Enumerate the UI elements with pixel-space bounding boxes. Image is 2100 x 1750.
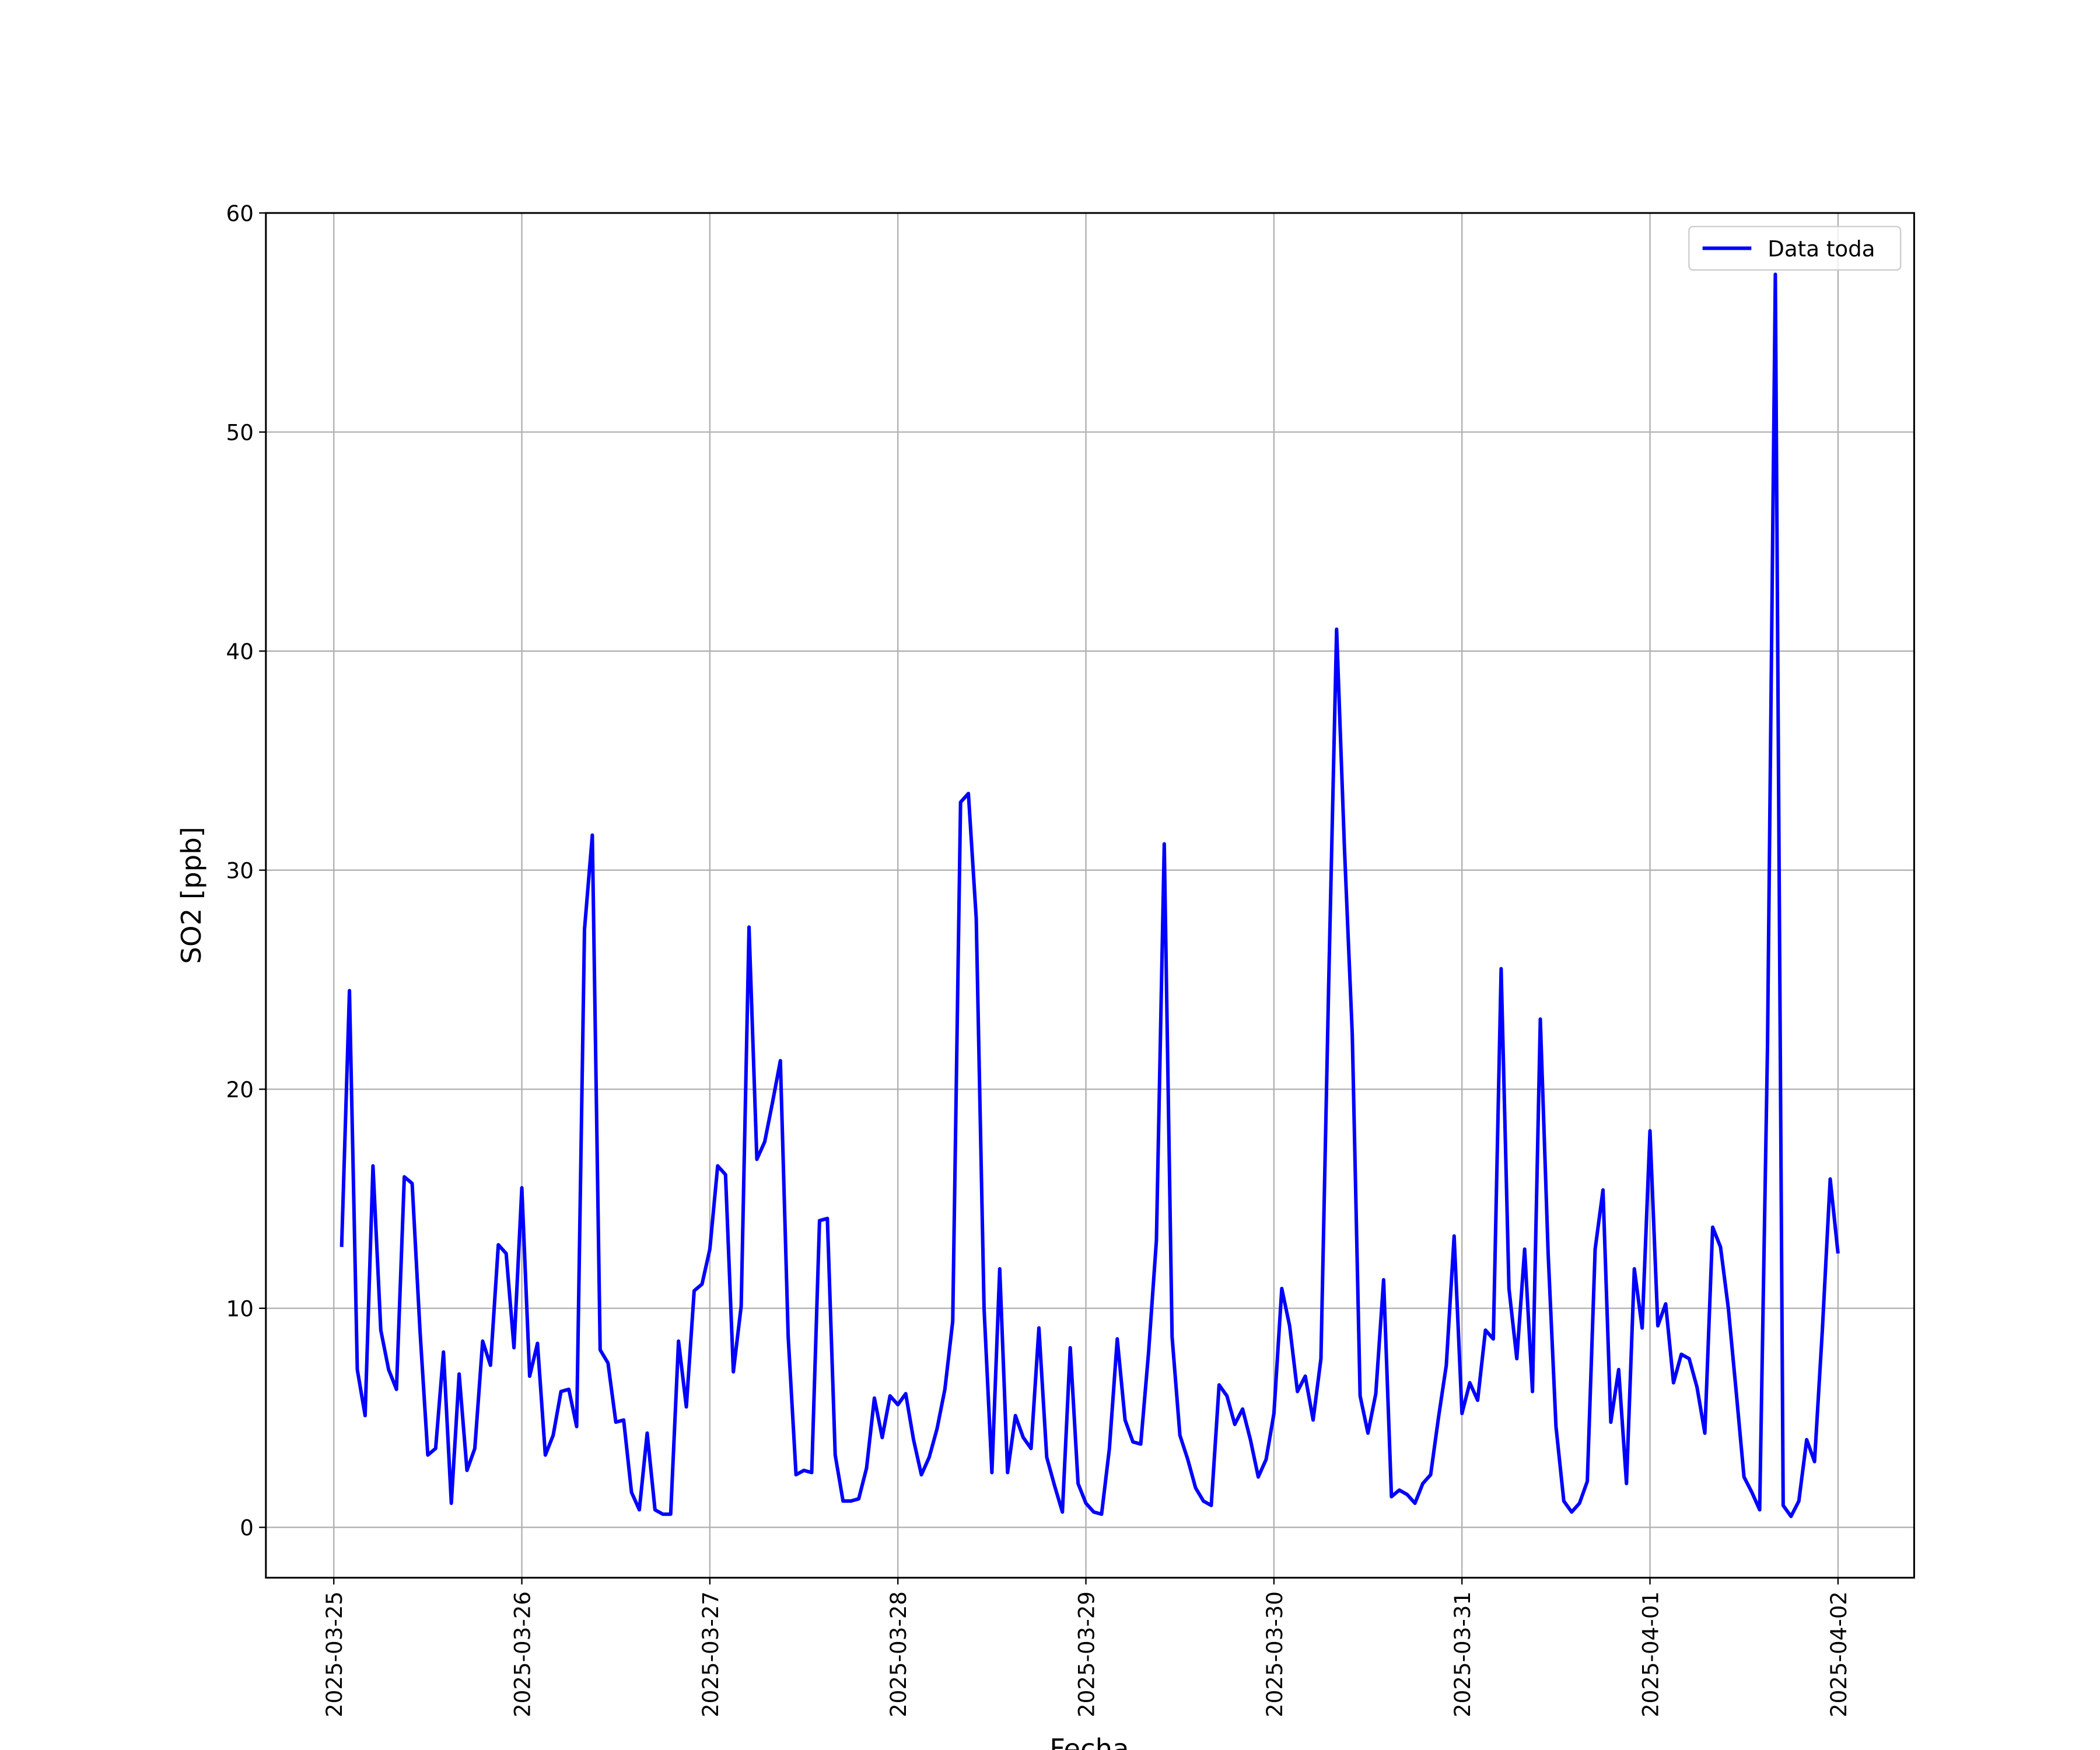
- y-tick-label: 60: [226, 201, 254, 226]
- x-tick-label: 2025-03-25: [321, 1591, 347, 1717]
- x-tick-label: 2025-04-01: [1638, 1591, 1664, 1717]
- y-tick-label: 20: [226, 1077, 254, 1102]
- x-tick-label: 2025-03-28: [886, 1591, 911, 1717]
- x-tick-label: 2025-03-26: [510, 1591, 536, 1717]
- x-tick-label: 2025-04-02: [1826, 1591, 1852, 1717]
- y-tick-label: 0: [240, 1515, 254, 1541]
- plot-frame: [265, 212, 1915, 1579]
- x-axis-label: Fecha: [1049, 1733, 1129, 1750]
- legend-box: [1688, 226, 1902, 271]
- legend: Data toda: [1688, 226, 1902, 271]
- y-tick-label: 10: [226, 1296, 254, 1322]
- data-line: [340, 272, 1840, 1518]
- y-tick-label: 40: [226, 639, 254, 664]
- y-axis-label: SO2 [ppb]: [176, 827, 207, 964]
- x-tick-label: 2025-03-31: [1450, 1591, 1475, 1717]
- legend-label: Data toda: [1768, 236, 1875, 262]
- x-tick-label: 2025-03-27: [698, 1591, 723, 1717]
- x-tick-label: 2025-03-29: [1074, 1591, 1100, 1717]
- x-tick-label: 2025-03-30: [1262, 1591, 1287, 1717]
- y-tick-label: 50: [226, 420, 254, 446]
- y-tick-label: 30: [226, 858, 254, 884]
